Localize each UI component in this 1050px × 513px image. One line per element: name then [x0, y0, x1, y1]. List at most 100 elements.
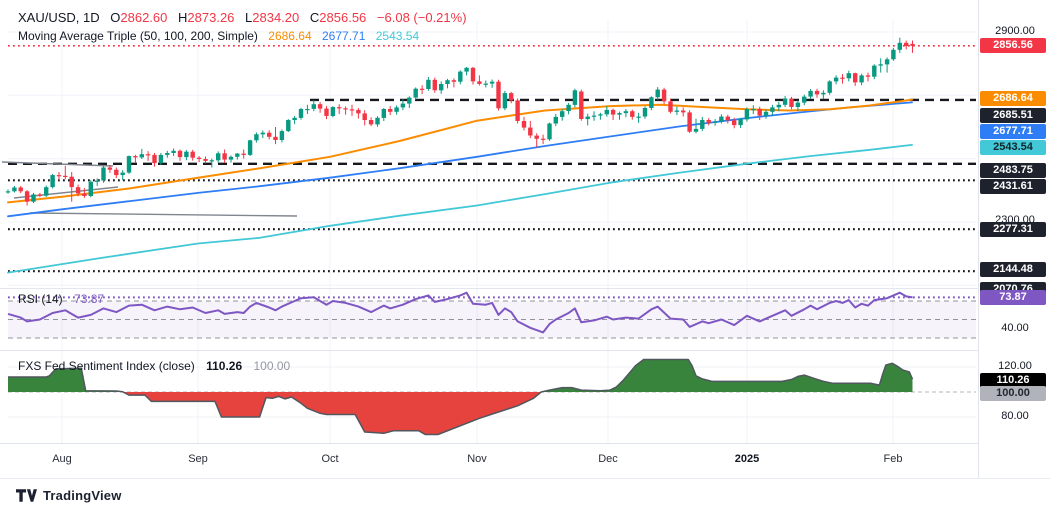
time-axis-label[interactable]: Aug [52, 453, 72, 465]
price-axis-label[interactable]: 80.00 [1001, 410, 1029, 422]
candle-body [872, 65, 877, 77]
price-axis-badge[interactable]: 2144.48 [980, 262, 1046, 277]
price-axis-badge[interactable]: 73.87 [980, 290, 1046, 305]
candle-body [241, 153, 246, 155]
clipped-axis-badge: 2070.76 [980, 282, 1046, 292]
candle-body [878, 64, 883, 66]
candle-body [337, 107, 342, 109]
candle-body [120, 172, 125, 176]
price-axis-badge[interactable]: 2483.75 [980, 163, 1046, 178]
pane-separator[interactable] [0, 350, 978, 351]
candle-body [719, 116, 724, 122]
time-axis-label[interactable]: Dec [598, 453, 618, 465]
candle-body [547, 123, 552, 140]
ma50-line[interactable] [7, 98, 913, 204]
candle-body [171, 150, 176, 153]
candle-body [891, 49, 896, 60]
price-axis-badge[interactable]: 2543.54 [980, 140, 1046, 155]
candle-body [661, 89, 667, 102]
trendline-drawing[interactable] [29, 212, 298, 217]
ma-indicator-legend[interactable]: Moving Average Triple (50, 100, 200, Sim… [18, 29, 419, 43]
candle-body [808, 90, 813, 97]
candle-body [18, 187, 23, 192]
time-axis-label[interactable]: Oct [321, 453, 339, 465]
ohlc-close: C2856.56 [309, 10, 367, 25]
time-axis-label[interactable]: Feb [883, 453, 903, 465]
price-axis-badge[interactable]: 2431.61 [980, 179, 1046, 194]
candle-body [445, 80, 450, 84]
price-axis-badge[interactable]: 100.00 [980, 386, 1046, 401]
ma200-line[interactable] [7, 143, 913, 274]
candle-body [63, 175, 68, 177]
time-axis[interactable]: Aug Sep Oct Nov Dec 2025 Feb [0, 443, 1050, 479]
price-axis-badge[interactable]: 2686.64 [980, 91, 1046, 106]
price-axis-badge[interactable]: 2685.51 [980, 108, 1046, 123]
rsi-legend[interactable]: RSI (14) 73.87 [18, 292, 104, 306]
sentiment-pane [8, 358, 976, 436]
time-axis-label[interactable]: 2025 [734, 453, 760, 465]
candle-body [381, 109, 386, 118]
candle-body [5, 191, 11, 193]
time-axis-label[interactable]: Sep [188, 453, 208, 465]
candle-body [859, 75, 864, 83]
candle-body [853, 73, 858, 83]
rsi-line[interactable] [7, 291, 913, 334]
candle-body [572, 90, 578, 105]
rsi-label[interactable]: RSI (14) [18, 292, 63, 306]
price-axis-badge[interactable]: 110.26 [980, 373, 1046, 388]
candle-body [814, 90, 820, 95]
candle-body [610, 109, 616, 115]
candle-body [394, 107, 399, 112]
price-axis-badge[interactable]: 2277.31 [980, 222, 1046, 237]
price-axis-label[interactable]: 120.00 [998, 360, 1032, 372]
candle-body [216, 153, 221, 161]
symbol-title[interactable]: XAU/USD, 1D [18, 10, 100, 25]
ma100-line[interactable] [7, 101, 913, 218]
price-axis-label[interactable]: 2900.00 [995, 25, 1035, 37]
candle-body [846, 73, 851, 79]
candle-body [636, 116, 641, 118]
tradingview-logo[interactable]: TradingView [16, 488, 122, 503]
candle-body [426, 79, 431, 89]
sentiment-outline[interactable] [8, 358, 914, 436]
symbol-legend[interactable]: XAU/USD, 1D O2862.60 H2873.26 L2834.20 C… [18, 10, 467, 25]
price-axis-label[interactable]: 40.00 [1001, 322, 1029, 334]
ma-indicator-name[interactable]: Moving Average Triple (50, 100, 200, Sim… [18, 29, 258, 43]
candle-body [560, 111, 565, 117]
sentiment-area-negative [8, 392, 913, 435]
candle-body [101, 167, 106, 181]
sentiment-legend[interactable]: FXS Fed Sentiment Index (close) 110.26 1… [18, 359, 290, 373]
price-axis-badge[interactable]: 2070.76 [980, 282, 1046, 292]
tradingview-logo-text: TradingView [43, 488, 122, 503]
candle-body [458, 71, 463, 82]
trendline-drawing[interactable] [1, 161, 114, 167]
time-axis-label[interactable]: Nov [467, 453, 487, 465]
price-axis-badge[interactable]: 2677.71 [980, 124, 1046, 139]
price-axis[interactable]: 2900.00 2856.56 2686.64 2685.51 2677.71 2543.… [978, 0, 1050, 478]
candle-body [203, 159, 208, 161]
candle-body [515, 100, 520, 121]
candle-body [496, 81, 501, 109]
candle-body [343, 108, 348, 110]
candle-body [776, 104, 781, 108]
candle-body [884, 59, 890, 65]
candle-body [24, 191, 30, 202]
candle-body [744, 109, 750, 120]
candle-body [840, 77, 845, 79]
price-axis-badge[interactable]: 2856.56 [980, 38, 1046, 53]
sentiment-area-positive [8, 359, 913, 392]
pane-separator[interactable] [0, 288, 978, 289]
candle-body [470, 67, 476, 82]
candlestick-series[interactable] [5, 37, 915, 206]
sentiment-label[interactable]: FXS Fed Sentiment Index (close) [18, 359, 195, 373]
ma100-value: 2677.71 [322, 29, 366, 43]
candle-body [273, 136, 278, 140]
candle-body [668, 101, 673, 112]
candle-body [904, 42, 909, 46]
candle-body [725, 116, 730, 121]
candle-body [400, 103, 406, 108]
candle-body [483, 83, 488, 85]
candle-body [413, 88, 418, 98]
